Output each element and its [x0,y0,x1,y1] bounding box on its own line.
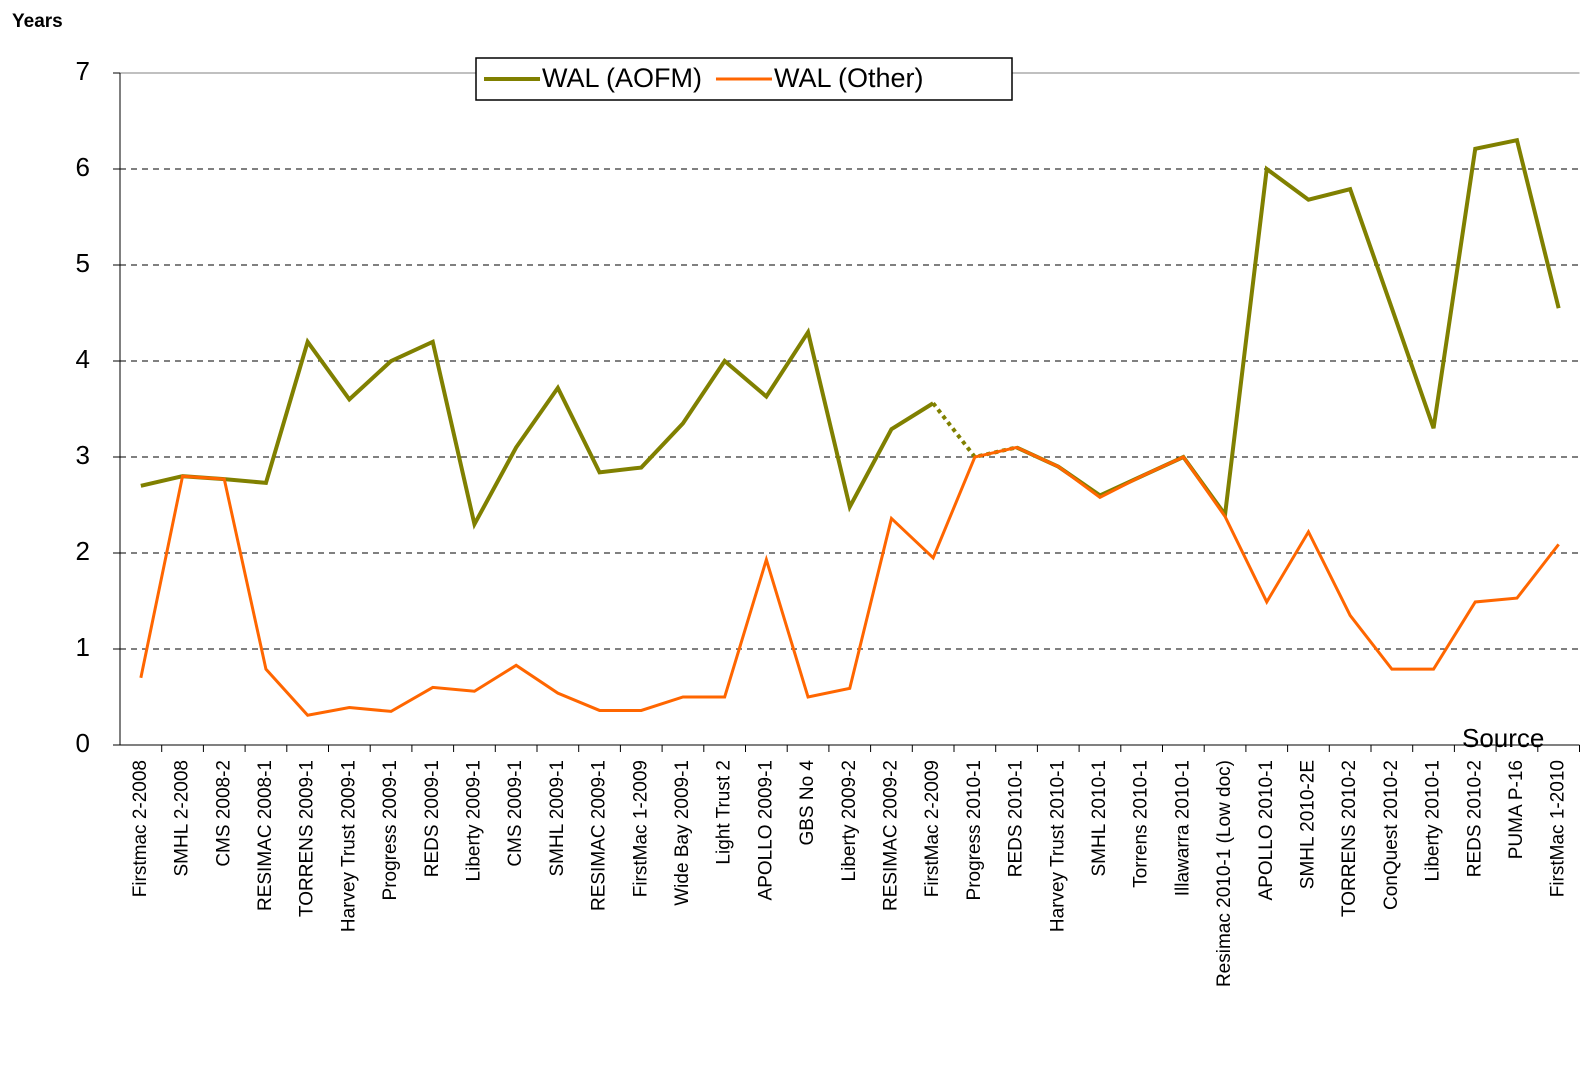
y-tick-label: 4 [76,344,90,374]
x-tick-label: TORRENS 2010-2 [1339,760,1360,917]
x-tick-label: PUMA P-16 [1506,760,1527,859]
x-tick-label: CMS 2009-1 [505,760,526,867]
y-tick-label: 1 [76,632,90,662]
x-tick-label: Light Trust 2 [714,760,735,865]
x-tick-label: GBS No 4 [797,760,818,846]
x-tick-label: RESIMAC 2009-1 [589,760,610,911]
legend-label: WAL (AOFM) [542,63,702,93]
data-line [1015,137,1561,520]
x-tick-label: REDS 2010-1 [1006,760,1027,877]
x-tick-label: Wide Bay 2009-1 [672,760,693,906]
x-tick-label: RESIMAC 2008-1 [255,760,276,911]
source-note: Source [1462,723,1544,753]
x-tick-label: FirstMac 1-2010 [1548,760,1569,897]
x-tick-label: FirstMac 2-2009 [922,760,943,897]
x-tick-label: Liberty 2010-1 [1423,760,1444,881]
data-line [140,327,935,530]
x-tick-label: REDS 2010-2 [1464,760,1485,877]
x-tick-label: Firstmac 2-2008 [130,760,151,897]
x-tick-label: APOLLO 2010-1 [1256,760,1277,900]
x-tick-label: CMS 2008-2 [213,760,234,867]
x-tick-label: TORRENS 2009-1 [297,760,318,917]
x-tick-label: SMHL 2009-1 [547,760,568,877]
x-tick-label: Progress 2009-1 [380,760,401,900]
y-tick-label: 6 [76,152,90,182]
x-tick-label: Torrens 2010-1 [1131,760,1152,888]
y-tick-label: 0 [76,728,90,758]
y-tick-label: 3 [76,440,90,470]
x-tick-label: SMHL 2010-2E [1297,760,1318,889]
x-tick-label: Illawarra 2010-1 [1172,760,1193,896]
x-tick-label: Harvey Trust 2009-1 [338,760,359,932]
y-axis-label: Years [12,11,63,32]
x-tick-label: SMHL 2010-1 [1089,760,1110,877]
x-tick-label: RESIMAC 2009-2 [880,760,901,911]
y-tick-label: 5 [76,248,90,278]
x-tick-label: Liberty 2009-2 [839,760,860,881]
x-tick-label: FirstMac 1-2009 [630,760,651,897]
y-tick-label: 7 [76,56,90,86]
x-tick-label: Liberty 2009-1 [463,760,484,881]
x-tick-label: ConQuest 2010-2 [1381,760,1402,910]
x-tick-label: Harvey Trust 2010-1 [1047,760,1068,932]
y-tick-label: 2 [76,536,90,566]
x-tick-label: Resimac 2010-1 (Low doc) [1214,760,1235,987]
x-tick-label: Progress 2010-1 [964,760,985,900]
x-tick-label: SMHL 2-2008 [172,760,193,877]
x-tick-label: REDS 2009-1 [422,760,443,877]
legend-label: WAL (Other) [774,63,924,93]
data-line [139,445,1560,717]
x-tick-label: APOLLO 2009-1 [755,760,776,900]
